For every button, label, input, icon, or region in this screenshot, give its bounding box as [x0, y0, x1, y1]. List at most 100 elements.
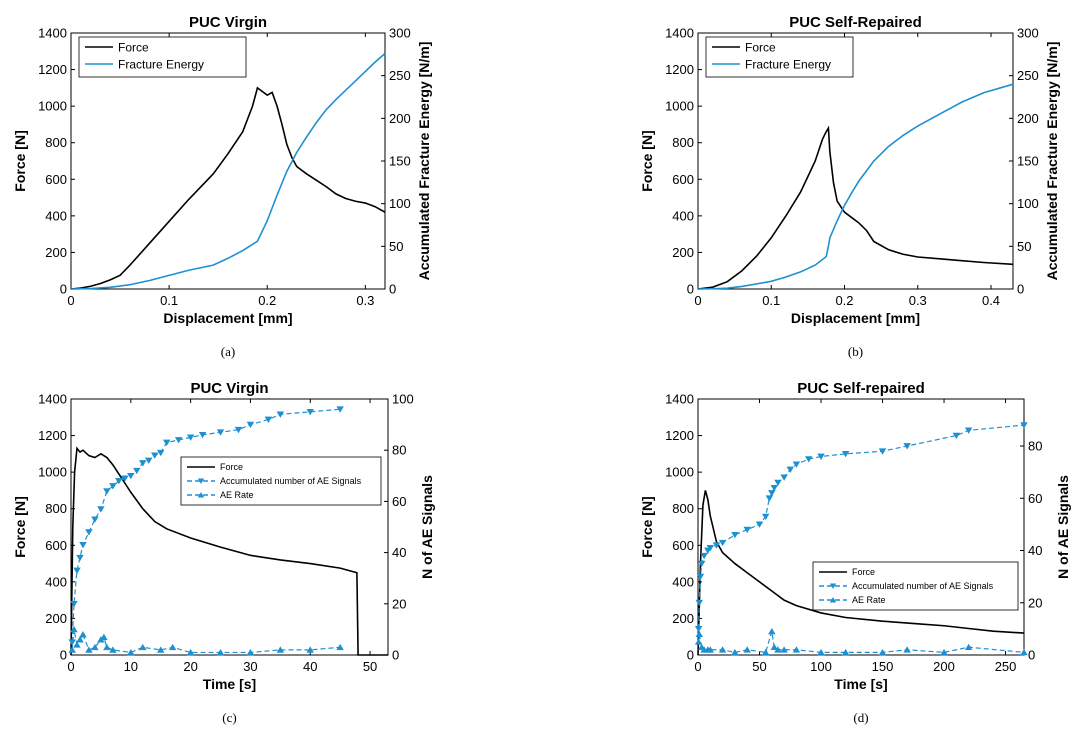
series-line-force [697, 125, 1014, 290]
data-point-ae-rate [91, 643, 99, 651]
y-tick-label: 400 [45, 208, 67, 223]
y2-tick-label: 50 [389, 239, 403, 254]
data-point-accumulated-number-of-ae-signals [718, 539, 727, 547]
data-point-ae-rate [70, 625, 78, 633]
data-point-ae-rate [761, 648, 770, 656]
x-tick-label: 0.3 [356, 293, 374, 308]
y-tick-label: 1000 [665, 99, 694, 114]
data-point-accumulated-number-of-ae-signals [133, 467, 141, 475]
legend-label-ae-rate: AE Rate [220, 490, 254, 500]
x-tick-label: 0.4 [982, 293, 1000, 308]
y-axis-label: Force [N] [12, 130, 28, 191]
data-point-accumulated-number-of-ae-signals [755, 521, 764, 528]
data-point-accumulated-number-of-ae-signals [151, 452, 159, 459]
data-point-accumulated-number-of-ae-signals [743, 526, 751, 534]
y-tick-label: 1200 [38, 62, 67, 77]
data-point-ae-rate [731, 648, 739, 656]
y-tick-label: 1200 [665, 62, 694, 77]
x-tick-label: 0 [67, 293, 74, 308]
y-tick-label: 0 [687, 648, 694, 663]
data-point-accumulated-number-of-ae-signals [139, 460, 147, 467]
x-axis-label: Displacement [mm] [791, 310, 920, 326]
data-point-ae-rate [940, 648, 948, 656]
y2-tick-label: 100 [1017, 196, 1039, 211]
data-point-accumulated-number-of-ae-signals [121, 475, 129, 482]
legend-label-force: Force [118, 40, 149, 54]
panel-caption: (b) [848, 344, 863, 359]
data-point-ae-rate [216, 648, 225, 656]
data-point-ae-rate [792, 646, 801, 653]
y-tick-label: 1000 [665, 465, 694, 480]
data-point-accumulated-number-of-ae-signals [68, 639, 76, 646]
y-axis-label: Force [N] [639, 496, 655, 557]
data-point-accumulated-number-of-ae-signals [216, 429, 225, 436]
data-point-ae-rate [127, 648, 135, 656]
x-tick-label: 10 [124, 659, 138, 674]
y-tick-label: 1400 [38, 392, 67, 407]
data-point-accumulated-number-of-ae-signals [76, 554, 84, 562]
y2-tick-label: 150 [1017, 154, 1039, 169]
data-point-ae-rate [695, 630, 703, 637]
y-tick-label: 1000 [38, 465, 67, 480]
y2-tick-label: 0 [389, 282, 396, 297]
y2-tick-label: 80 [1028, 439, 1042, 454]
y2-tick-label: 20 [392, 596, 406, 611]
legend-label-force: Force [745, 40, 776, 54]
data-point-accumulated-number-of-ae-signals [952, 432, 961, 440]
data-point-ae-rate [964, 643, 973, 651]
y-tick-label: 200 [45, 245, 67, 260]
chart-title: PUC Self-Repaired [789, 14, 922, 31]
legend-box [705, 36, 854, 78]
x-tick-label: 100 [810, 659, 832, 674]
y2-axis-label: N of AE Signals [419, 475, 435, 579]
data-point-ae-rate [1020, 648, 1028, 656]
series-line-force [697, 490, 1025, 656]
data-point-ae-rate [841, 648, 850, 656]
plot-frame [70, 398, 389, 656]
y-tick-label: 1200 [665, 428, 694, 443]
data-point-accumulated-number-of-ae-signals [780, 474, 788, 481]
data-point-accumulated-number-of-ae-signals [97, 506, 105, 513]
y2-tick-label: 150 [389, 154, 411, 169]
data-point-ae-rate [73, 641, 81, 648]
data-point-accumulated-number-of-ae-signals [79, 542, 87, 549]
y-tick-label: 1200 [38, 428, 67, 443]
x-tick-label: 30 [243, 659, 257, 674]
data-point-accumulated-number-of-ae-signals [306, 408, 314, 416]
data-point-accumulated-number-of-ae-signals [841, 450, 850, 458]
y2-tick-label: 60 [1028, 491, 1042, 506]
data-point-accumulated-number-of-ae-signals [186, 434, 195, 441]
y-tick-label: 800 [45, 501, 67, 516]
chart-panel-d: 0 50 100 150 200 2500200400600800100012001400… [639, 380, 1071, 725]
data-point-accumulated-number-of-ae-signals [127, 472, 135, 480]
legend-label-accumulated-number-of-ae-signals: Accumulated number of AE Signals [852, 581, 994, 591]
chart-panel-b: 0 0.1 0.2 0.3 0.4 0 200 400 600 800 1000 1200 1400 0 5… [639, 14, 1060, 359]
data-point-accumulated-number-of-ae-signals [91, 516, 99, 523]
y-tick-label: 0 [60, 282, 67, 297]
legend-marker-accumulated-number-of-ae-signals [197, 478, 205, 484]
data-point-ae-rate [103, 643, 111, 651]
x-tick-label: 0.3 [909, 293, 927, 308]
x-axis-label: Time [s] [203, 676, 256, 692]
data-point-ae-rate [694, 638, 703, 645]
data-point-ae-rate [246, 648, 255, 656]
x-tick-label: 20 [183, 659, 197, 674]
data-point-ae-rate [156, 646, 165, 653]
panel-caption: (a) [221, 344, 235, 359]
data-point-accumulated-number-of-ae-signals [817, 453, 825, 460]
y2-tick-label: 0 [1017, 282, 1024, 297]
legend-marker-accumulated-number-of-ae-signals [829, 583, 837, 589]
legend-box [812, 561, 1019, 611]
series-line-force [70, 86, 386, 290]
data-point-accumulated-number-of-ae-signals [336, 406, 344, 413]
data-point-accumulated-number-of-ae-signals [786, 466, 794, 474]
data-point-accumulated-number-of-ae-signals [1020, 422, 1028, 429]
y-tick-label: 1400 [665, 392, 694, 407]
data-point-ae-rate [276, 646, 285, 653]
series-line-fracture-energy [70, 52, 386, 290]
data-point-ae-rate [79, 631, 87, 638]
data-point-accumulated-number-of-ae-signals [145, 457, 153, 464]
legend-marker-ae-rate [197, 492, 205, 498]
x-tick-label: 150 [872, 659, 894, 674]
